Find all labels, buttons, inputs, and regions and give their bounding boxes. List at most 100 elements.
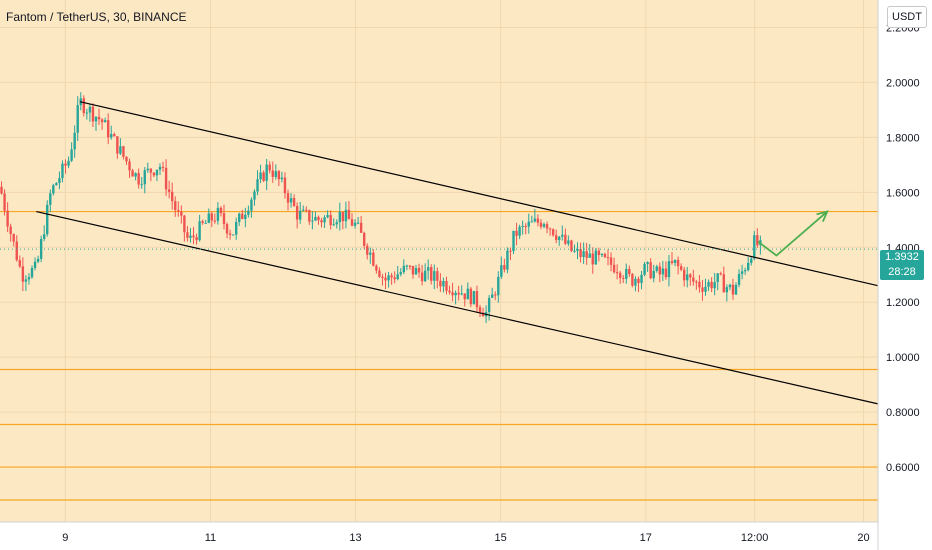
candle-body bbox=[244, 214, 247, 219]
candle-body bbox=[426, 267, 430, 271]
candle-body bbox=[85, 112, 89, 114]
candle-body bbox=[686, 274, 689, 281]
candle-body bbox=[652, 270, 655, 279]
candle-body bbox=[710, 281, 713, 289]
time-axis-background bbox=[0, 522, 878, 550]
candle-body bbox=[228, 233, 232, 235]
candle-body bbox=[21, 266, 25, 282]
candle-body bbox=[469, 288, 473, 305]
candle-body bbox=[676, 259, 680, 267]
candle-body bbox=[134, 173, 137, 177]
candle-body bbox=[216, 207, 220, 221]
candle-body bbox=[576, 249, 579, 251]
candle-body bbox=[241, 213, 244, 219]
candle-body bbox=[682, 269, 686, 281]
candle-body bbox=[539, 222, 543, 227]
candle-body bbox=[198, 221, 201, 241]
candle-body bbox=[384, 277, 387, 281]
candle-body bbox=[497, 276, 500, 296]
candle-body bbox=[317, 216, 320, 221]
candle-body bbox=[506, 250, 509, 270]
y-tick-label: 1.0000 bbox=[886, 352, 920, 364]
candle-body bbox=[746, 262, 750, 271]
candles-group bbox=[0, 92, 762, 324]
candle-body bbox=[97, 116, 101, 120]
candle-body bbox=[222, 213, 226, 225]
candle-body bbox=[247, 210, 250, 215]
candle-body bbox=[308, 210, 311, 222]
candle-body bbox=[399, 272, 402, 275]
candle-body bbox=[753, 235, 756, 259]
projection-arrow-head bbox=[816, 210, 829, 223]
candle-body bbox=[256, 179, 259, 192]
candle-body bbox=[238, 213, 241, 222]
currency-selector[interactable]: USDT bbox=[887, 6, 927, 28]
candle-body bbox=[295, 206, 299, 220]
candle-body bbox=[475, 291, 479, 308]
candle-body bbox=[564, 234, 567, 244]
candle-body bbox=[271, 170, 274, 177]
candle-body bbox=[359, 222, 363, 233]
candle-body bbox=[494, 294, 497, 296]
candle-body bbox=[131, 170, 134, 177]
candle-body bbox=[466, 288, 470, 300]
candle-body bbox=[280, 177, 284, 180]
candle-body bbox=[155, 169, 159, 176]
candle-body bbox=[378, 270, 381, 277]
candle-body bbox=[664, 268, 668, 278]
candle-body bbox=[689, 274, 692, 278]
candle-body bbox=[423, 270, 427, 282]
candle-body bbox=[588, 253, 591, 258]
candle-body bbox=[24, 279, 28, 282]
candle-body bbox=[417, 267, 421, 273]
candle-body bbox=[314, 216, 317, 221]
candle-body bbox=[679, 266, 683, 270]
candle-body bbox=[750, 258, 753, 263]
candle-body bbox=[518, 226, 521, 236]
candle-body bbox=[332, 224, 335, 226]
candle-body bbox=[695, 281, 698, 283]
candle-body bbox=[177, 210, 180, 212]
candle-body bbox=[634, 278, 637, 286]
candle-body bbox=[195, 237, 198, 241]
candle-body bbox=[643, 264, 646, 275]
candle-body bbox=[36, 258, 40, 262]
candle-body bbox=[67, 160, 70, 166]
candle-body bbox=[49, 193, 52, 205]
candle-body bbox=[701, 287, 704, 292]
candle-body bbox=[183, 215, 186, 233]
candle-body bbox=[356, 222, 360, 224]
candle-body bbox=[606, 257, 610, 259]
candle-body bbox=[149, 168, 153, 173]
candle-body bbox=[740, 271, 744, 274]
candle-body bbox=[372, 252, 375, 266]
candle-body bbox=[707, 281, 710, 287]
candle-body bbox=[445, 280, 448, 291]
candle-body bbox=[170, 191, 174, 202]
candle-body bbox=[320, 220, 323, 223]
candle-body bbox=[128, 161, 131, 171]
y-tick-label: 0.8000 bbox=[886, 407, 920, 419]
candle-body bbox=[460, 293, 463, 295]
candle-body bbox=[670, 261, 674, 263]
candle-body bbox=[161, 166, 165, 168]
candle-body bbox=[58, 178, 61, 183]
candle-body bbox=[442, 280, 445, 287]
candle-body bbox=[646, 262, 649, 265]
last-price-value: 1.3932 bbox=[885, 251, 919, 263]
candle-body bbox=[39, 238, 43, 259]
candle-body bbox=[591, 253, 594, 265]
candle-body bbox=[719, 273, 722, 275]
candle-body bbox=[490, 294, 494, 298]
candle-body bbox=[558, 236, 561, 241]
candle-body bbox=[512, 230, 515, 252]
candle-body bbox=[554, 235, 558, 241]
candle-body bbox=[390, 275, 393, 278]
candle-body bbox=[274, 171, 278, 177]
candle-body bbox=[548, 228, 552, 230]
candle-body bbox=[579, 249, 582, 258]
candle-body bbox=[756, 235, 759, 246]
candle-body bbox=[167, 189, 171, 192]
candle-body bbox=[30, 268, 34, 278]
